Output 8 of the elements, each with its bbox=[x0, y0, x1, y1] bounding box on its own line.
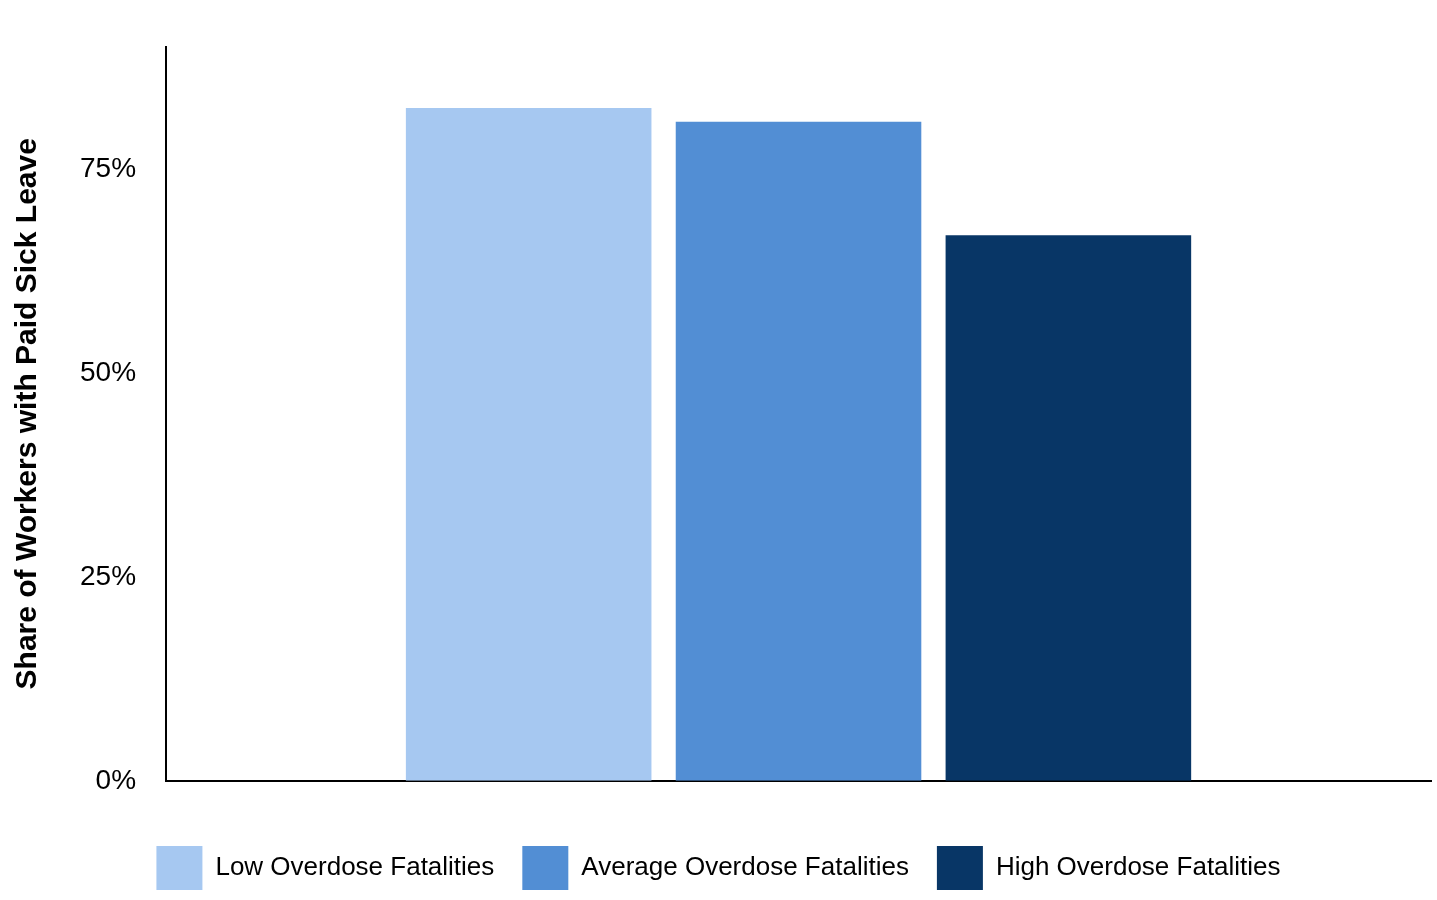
y-tick-label: 75% bbox=[79, 151, 137, 183]
y-tick-label: 0% bbox=[95, 763, 137, 795]
legend-label: Average Overdose Fatalities bbox=[581, 851, 909, 882]
legend-label: High Overdose Fatalities bbox=[995, 851, 1281, 882]
y-tick-label: 50% bbox=[79, 355, 137, 387]
y-axis-title: Share of Workers with Paid Sick Leave bbox=[9, 138, 43, 690]
y-tick-label: 25% bbox=[79, 559, 137, 591]
legend-label: Low Overdose Fatalities bbox=[215, 851, 495, 882]
